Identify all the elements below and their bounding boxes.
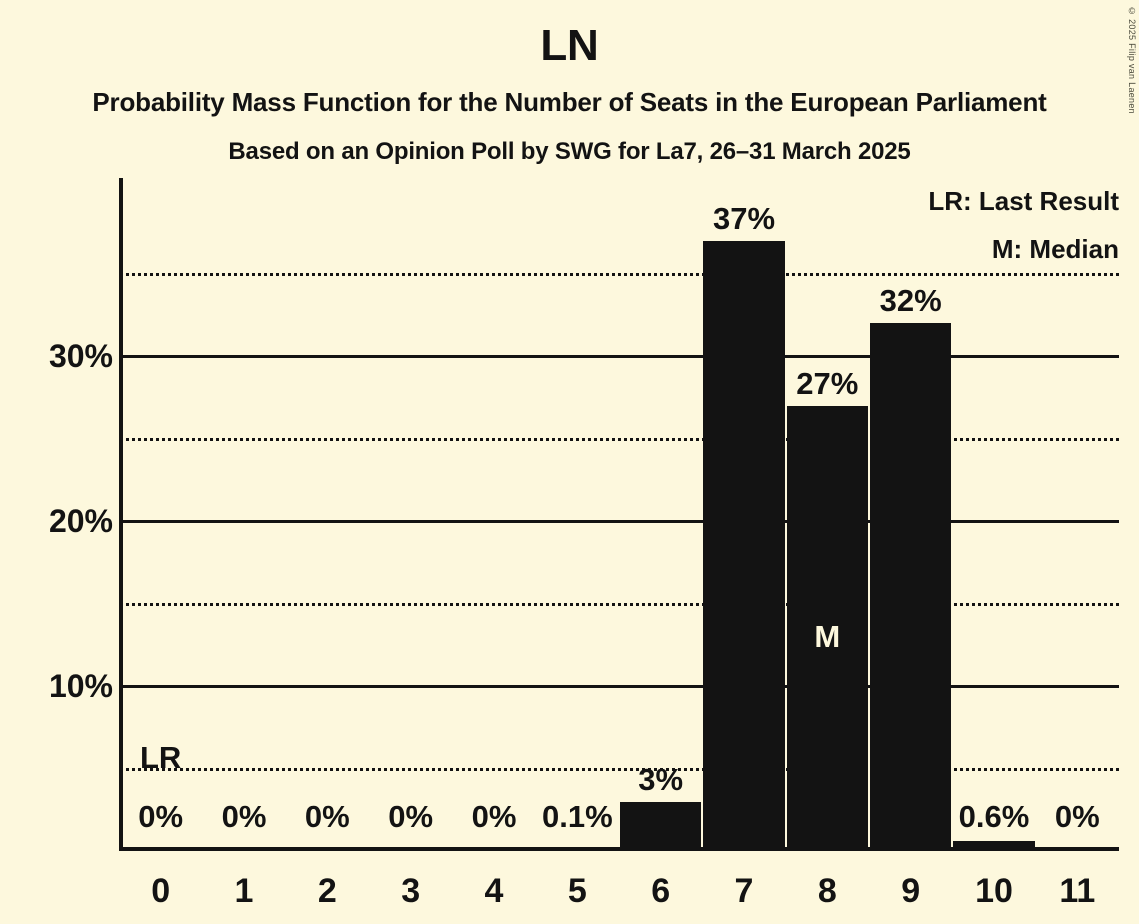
gridline-major-10 xyxy=(119,685,1119,688)
x-tick-label-11: 11 xyxy=(1059,872,1096,910)
bar-value-label-11: 0% xyxy=(1054,799,1100,834)
x-tick-label-3: 3 xyxy=(401,872,421,910)
y-tick-label-30: 30% xyxy=(48,338,113,374)
copyright-notice: © 2025 Filip van Laenen xyxy=(1127,6,1137,114)
gridline-major-30 xyxy=(119,355,1119,358)
last-result-marker: LR xyxy=(140,739,182,775)
bar-value-label-9: 32% xyxy=(879,283,942,318)
bar-value-label-7: 37% xyxy=(712,200,776,236)
x-tick-label-5: 5 xyxy=(567,872,587,910)
bar-seats-6[interactable] xyxy=(620,801,702,851)
x-tick-label-2: 2 xyxy=(317,872,337,910)
legend-median: M: Median xyxy=(991,234,1119,264)
chart-source-note: Based on an Opinion Poll by SWG for La7,… xyxy=(228,138,911,165)
plot-area: 0% 0% 0% 0% 0% 0.1% 3% 37% 27% 32% 0.6% 0% LR M xyxy=(119,178,1119,851)
x-tick-label-0: 0 xyxy=(151,872,171,910)
bar-value-label-5: 0.1% xyxy=(541,799,613,834)
bar-value-label-10: 0.6% xyxy=(958,799,1030,834)
gridline-major-20 xyxy=(119,520,1119,523)
x-tick-label-4: 4 xyxy=(484,872,504,910)
x-axis-line xyxy=(119,847,1119,851)
gridline-minor-35 xyxy=(119,272,1119,276)
x-tick-label-8: 8 xyxy=(817,872,837,910)
bar-seats-9[interactable] xyxy=(870,323,952,851)
gridline-minor-25 xyxy=(119,437,1119,441)
bar-value-label-8: 27% xyxy=(796,365,859,401)
bar-seats-7[interactable] xyxy=(703,240,785,851)
bar-value-label-3: 0% xyxy=(388,799,434,834)
x-tick-label-1: 1 xyxy=(234,872,254,910)
bar-value-label-4: 0% xyxy=(471,799,517,834)
legend-last-result: LR: Last Result xyxy=(928,186,1119,216)
median-marker: M xyxy=(814,618,841,654)
chart-subtitle: Probability Mass Function for the Number… xyxy=(92,87,1047,117)
bar-seats-10[interactable] xyxy=(953,841,1035,851)
bar-value-label-1: 0% xyxy=(221,799,267,834)
bar-seats-8[interactable] xyxy=(786,405,868,851)
x-tick-label-7: 7 xyxy=(734,872,754,910)
page-title: LN xyxy=(540,21,599,70)
gridline-minor-15 xyxy=(119,602,1119,606)
y-tick-label-20: 20% xyxy=(48,503,113,539)
x-tick-label-10: 10 xyxy=(975,872,1013,910)
bar-seats-5[interactable] xyxy=(536,848,618,851)
y-axis-line xyxy=(119,178,123,851)
y-tick-label-10: 10% xyxy=(48,668,113,704)
bar-value-label-6: 3% xyxy=(638,761,684,797)
bar-value-label-0: 0% xyxy=(138,799,184,834)
x-tick-label-9: 9 xyxy=(901,872,921,910)
bar-value-label-2: 0% xyxy=(304,799,350,834)
gridline-minor-5 xyxy=(119,767,1119,771)
x-tick-label-6: 6 xyxy=(651,872,671,910)
